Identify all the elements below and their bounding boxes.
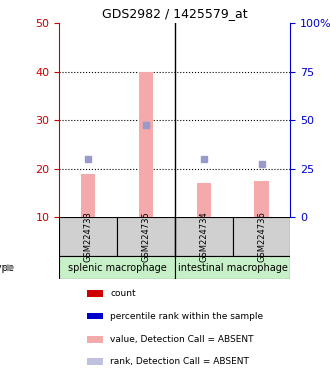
Text: intestinal macrophage: intestinal macrophage xyxy=(178,263,287,273)
Bar xyxy=(139,71,153,217)
Text: value, Detection Call = ABSENT: value, Detection Call = ABSENT xyxy=(110,335,254,344)
Bar xyxy=(197,183,211,217)
Bar xyxy=(175,217,233,256)
Bar xyxy=(233,217,290,256)
Bar xyxy=(81,174,95,217)
Bar xyxy=(254,181,269,217)
Text: cell type: cell type xyxy=(0,263,14,273)
Bar xyxy=(117,217,175,256)
Bar xyxy=(87,358,103,365)
Text: GSM224736: GSM224736 xyxy=(257,211,266,262)
Text: splenic macrophage: splenic macrophage xyxy=(68,263,167,273)
Text: GSM224735: GSM224735 xyxy=(142,211,150,262)
Bar xyxy=(59,256,175,279)
Bar xyxy=(87,336,103,343)
Bar xyxy=(87,313,103,319)
Bar xyxy=(59,217,117,256)
Text: percentile rank within the sample: percentile rank within the sample xyxy=(110,311,263,321)
Text: count: count xyxy=(110,289,136,298)
Bar xyxy=(175,256,290,279)
Title: GDS2982 / 1425579_at: GDS2982 / 1425579_at xyxy=(102,7,248,20)
Text: GSM224733: GSM224733 xyxy=(84,211,93,262)
Text: rank, Detection Call = ABSENT: rank, Detection Call = ABSENT xyxy=(110,357,249,366)
Bar xyxy=(87,290,103,297)
Text: GSM224734: GSM224734 xyxy=(199,211,208,262)
